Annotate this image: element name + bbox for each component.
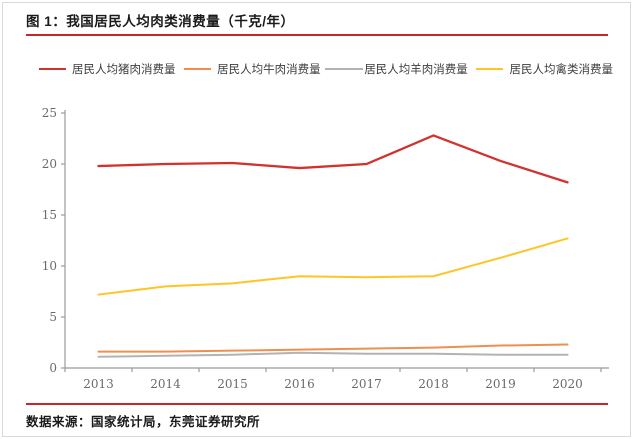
legend-item-beef: 居民人均牛肉消费量 <box>184 61 321 77</box>
x-tick-label: 2020 <box>552 377 583 391</box>
source-note: 数据来源：国家统计局，东莞证券研究所 <box>26 415 261 429</box>
x-tick-label: 2014 <box>150 377 181 391</box>
x-tick-label: 2019 <box>485 377 516 391</box>
title-rule <box>26 34 608 36</box>
series-line-poultry <box>97 237 569 296</box>
x-tick-label: 2016 <box>284 377 315 391</box>
line-chart: 0 5 10 15 20 25 2013 2014 2015 2016 2017 2018 2019 20… <box>3 88 633 400</box>
poultry-line-swatch-icon <box>476 68 504 70</box>
y-tick-label: 0 <box>49 361 57 375</box>
y-tick-label: 15 <box>42 208 57 222</box>
legend-item-poultry: 居民人均禽类消费量 <box>476 61 613 77</box>
y-tick-label: 5 <box>49 310 57 324</box>
mutton-line-swatch-icon <box>325 68 364 70</box>
beef-line-swatch-icon <box>184 68 212 70</box>
legend-label-beef: 居民人均牛肉消费量 <box>217 64 321 76</box>
legend-item-pork: 居民人均猪肉消费量 <box>39 61 176 77</box>
x-tick-label: 2017 <box>351 377 382 391</box>
series-line-beef <box>97 343 569 353</box>
x-tick-label: 2013 <box>83 377 114 391</box>
legend-label-mutton: 居民人均羊肉消费量 <box>364 64 468 76</box>
x-tick-label: 2015 <box>217 377 248 391</box>
y-tick-label: 20 <box>42 157 57 171</box>
series-line-mutton <box>97 351 569 358</box>
pork-line-swatch-icon <box>39 68 66 70</box>
series-line-pork <box>97 134 569 184</box>
figure-title: 图 1：我国居民人均肉类消费量（千克/年） <box>26 14 295 29</box>
chart-legend: 居民人均猪肉消费量 居民人均牛肉消费量 居民人均羊肉消费量 居民人均禽类消费量 <box>39 61 613 77</box>
legend-item-mutton: 居民人均羊肉消费量 <box>325 61 468 77</box>
x-tick-label: 2018 <box>418 377 449 391</box>
legend-label-pork: 居民人均猪肉消费量 <box>72 64 176 76</box>
y-tick-label: 10 <box>42 259 57 273</box>
footer-rule <box>26 403 608 405</box>
y-tick-label: 25 <box>42 106 57 120</box>
line-chart-svg: 0 5 10 15 20 25 2013 2014 2015 2016 2017 2018 2019 20… <box>42 106 609 391</box>
legend-label-poultry: 居民人均禽类消费量 <box>509 64 613 76</box>
